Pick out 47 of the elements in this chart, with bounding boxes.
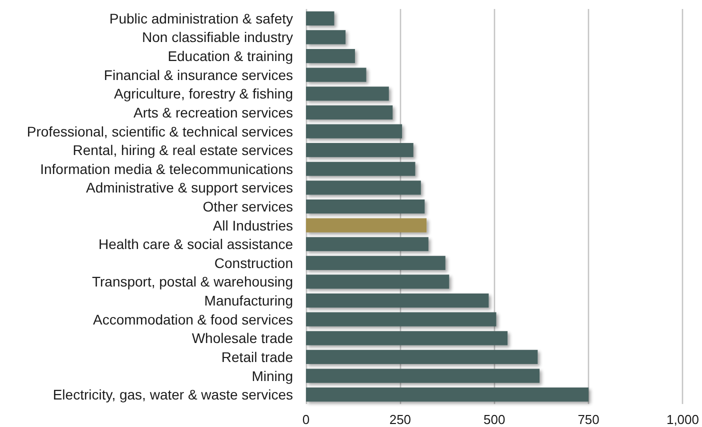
y-tick-label: Education & training: [168, 48, 293, 64]
bar: [306, 312, 496, 326]
y-tick-label: Professional, scientific & technical services: [26, 123, 293, 140]
bar: [306, 237, 428, 252]
y-tick-label: Health care & social assistance: [98, 236, 294, 252]
bar: [306, 388, 589, 402]
x-tick-label: 1,000: [666, 412, 700, 427]
bar: [306, 143, 414, 158]
x-tick-label: 750: [578, 412, 600, 427]
bar: [306, 180, 421, 195]
y-tick-label: Administrative & support services: [86, 180, 293, 196]
y-tick-label: All Industries: [212, 217, 293, 234]
bar: [306, 256, 446, 270]
bar: [306, 331, 508, 346]
y-tick-label: Mining: [252, 368, 293, 384]
bar: [306, 293, 489, 308]
y-tick-label: Accommodation & food services: [93, 311, 293, 328]
bar: [306, 124, 402, 138]
y-tick-label: Financial & insurance services: [104, 66, 293, 83]
bar: [306, 199, 425, 214]
bar: [306, 350, 538, 364]
x-tick-label: 0: [302, 412, 310, 427]
y-tick-label: Construction: [214, 254, 293, 271]
y-tick-label: Non classifiable industry: [142, 29, 293, 46]
bar: [306, 48, 355, 64]
bar: [306, 68, 366, 82]
y-tick-label: Manufacturing: [204, 292, 293, 309]
bar: [306, 162, 416, 176]
bar: [306, 218, 427, 232]
bar: [306, 274, 450, 289]
bar: [306, 368, 540, 383]
y-tick-label: Retail trade: [221, 348, 294, 365]
y-tick-label: Transport, postal & warehousing: [92, 274, 293, 290]
bar: [306, 11, 334, 26]
y-tick-label: Information media & telecommunications: [40, 160, 293, 177]
x-tick-label: 500: [484, 412, 506, 427]
y-tick-label: Rental, hiring & real estate services: [72, 142, 293, 158]
y-tick-label: Public administration & safety: [109, 10, 293, 26]
y-tick-label: Wholesale trade: [192, 330, 294, 346]
y-tick-label: Arts & recreation services: [134, 104, 293, 120]
bar: [306, 105, 393, 120]
y-tick-label: Other services: [202, 198, 293, 214]
x-tick-label: 250: [389, 412, 412, 427]
y-tick-label: Electricity, gas, water & waste services: [52, 386, 293, 403]
y-tick-label: Agriculture, forestry & fishing: [114, 86, 293, 102]
bar: [306, 30, 346, 44]
bar: [306, 86, 389, 101]
